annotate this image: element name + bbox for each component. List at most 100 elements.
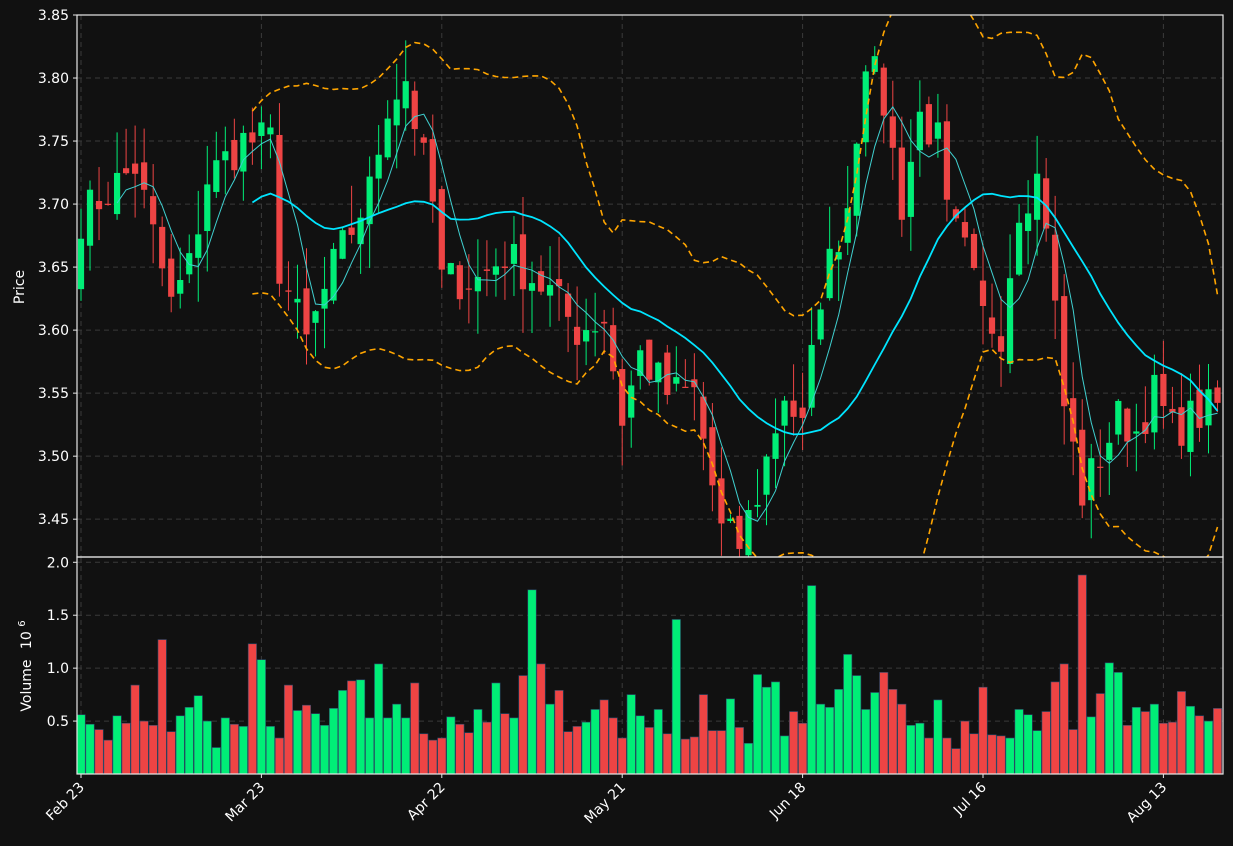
volume-bar [238, 726, 248, 774]
volume-bar [960, 720, 970, 774]
candle-body [646, 339, 653, 380]
candle-body [258, 122, 265, 136]
volume-bar [274, 737, 284, 774]
candle-body [1097, 466, 1104, 468]
volume-bar [572, 726, 582, 774]
candle [808, 307, 815, 417]
candle [474, 239, 481, 334]
candle [222, 126, 229, 195]
volume-bar [780, 735, 790, 774]
price-tick-label: 3.50 [38, 449, 69, 465]
candle [555, 236, 563, 321]
candle-body [537, 271, 545, 292]
candle-body [132, 163, 139, 174]
volume-bar [581, 721, 591, 774]
candle-body [736, 515, 743, 549]
volume-bar [365, 717, 375, 774]
candle-body [402, 81, 409, 109]
price-tick-label: 3.65 [38, 260, 69, 276]
candle-body [95, 200, 103, 210]
candle [934, 93, 941, 158]
volume-bar [671, 619, 681, 774]
volume-bar [608, 717, 618, 774]
candle [610, 307, 617, 380]
candle-body [195, 234, 202, 258]
volume-bar [500, 713, 510, 774]
volume-bar [1041, 711, 1051, 774]
volume-bar [734, 727, 744, 774]
candle-body [664, 352, 671, 395]
volume-bar [617, 737, 627, 774]
candle [763, 454, 770, 526]
volume-bar [202, 720, 212, 774]
candle-body [393, 99, 400, 126]
candle-body [1106, 442, 1113, 460]
candle-body [303, 288, 310, 335]
candle [637, 345, 644, 390]
candle [601, 309, 608, 354]
candle-body [709, 427, 716, 486]
candle [826, 206, 833, 301]
candle [384, 100, 391, 161]
candle [393, 63, 400, 169]
candle [510, 216, 518, 297]
candle-body [1205, 389, 1212, 426]
candle [997, 296, 1005, 387]
candle-body [655, 362, 662, 383]
candle-body [862, 71, 869, 143]
candle-body [123, 168, 130, 174]
candle [249, 107, 256, 165]
volume-bar [1194, 715, 1204, 774]
volume-bar [193, 695, 203, 774]
volume-bar [707, 730, 717, 774]
candle [564, 283, 572, 353]
candle-body [321, 288, 328, 309]
candle [258, 106, 265, 170]
volume-bar [771, 681, 781, 774]
candle [790, 364, 797, 436]
candle [727, 514, 734, 523]
candle-body [141, 162, 148, 190]
candle [285, 261, 292, 311]
volume-bar [320, 725, 330, 774]
candle-body [853, 143, 860, 216]
candle-body [763, 456, 770, 495]
volume-bar [374, 663, 384, 774]
volume-bar [383, 717, 393, 774]
volume-bar [148, 725, 158, 774]
candle-body [907, 161, 914, 217]
candle [492, 248, 500, 297]
candle [853, 142, 860, 237]
candle-body [555, 279, 563, 287]
candle-body [86, 189, 94, 246]
candle [880, 63, 887, 144]
candle-body [330, 248, 337, 301]
volume-bar [996, 735, 1006, 774]
candle [294, 264, 301, 339]
candle-body [1124, 408, 1131, 442]
candle-body [204, 184, 211, 232]
volume-axis: 0.5 1.0 1.5 2.0 [47, 555, 77, 730]
volume-bar [1014, 709, 1024, 774]
candle-body [1133, 431, 1140, 434]
candle [177, 247, 184, 309]
volume-bar [1140, 711, 1150, 774]
volume-axis-exponent-base: 10 [19, 631, 35, 649]
volume-panel-frame [76, 556, 1224, 775]
candle [501, 241, 509, 300]
volume-bar [716, 730, 726, 774]
volume-bar [545, 703, 555, 774]
candle [655, 361, 662, 413]
candle-body [249, 132, 256, 143]
candle-body [447, 263, 454, 275]
volume-bar [1131, 707, 1141, 774]
candle [844, 165, 851, 256]
candles [77, 40, 1221, 557]
volume-bar [166, 731, 176, 774]
price-tick-label: 3.70 [38, 197, 69, 213]
volume-bar [103, 739, 113, 774]
candle-body [988, 317, 996, 334]
candle [1124, 407, 1131, 467]
candle-body [925, 104, 932, 145]
volume-bar [662, 733, 672, 774]
